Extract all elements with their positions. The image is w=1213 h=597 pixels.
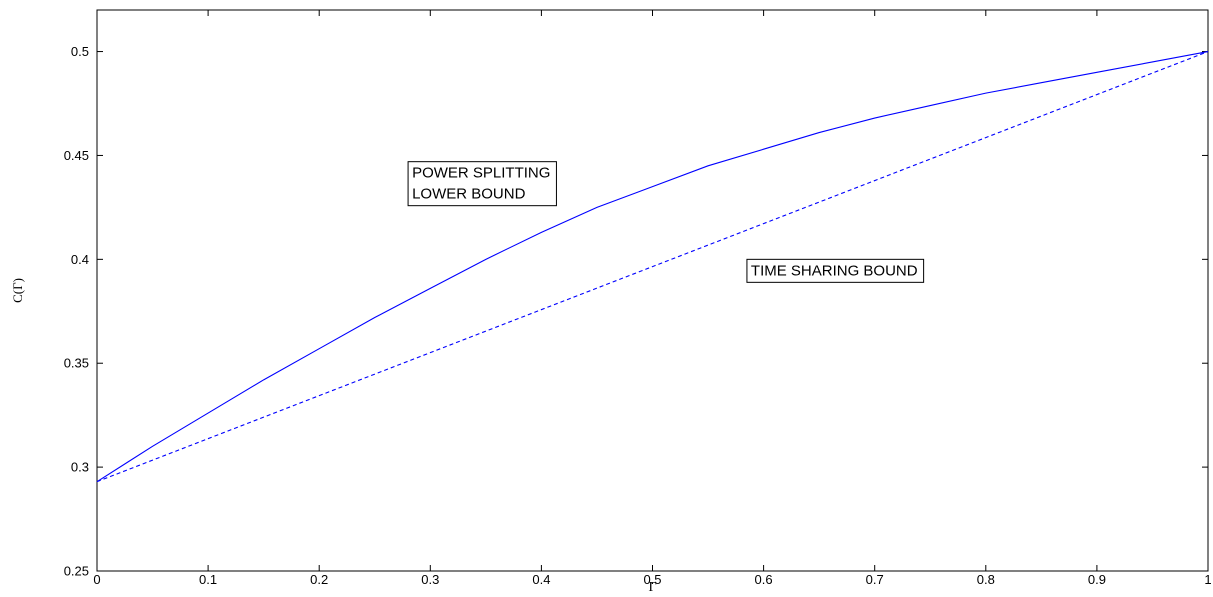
x-tick-label: 0.7	[866, 572, 884, 587]
y-axis: 0.25 0.3 0.35 0.4 0.45 0.5	[64, 44, 1208, 579]
x-tick-label: 0.6	[755, 572, 773, 587]
y-tick-label: 0.35	[64, 356, 89, 371]
x-tick-label: 0.3	[421, 572, 439, 587]
annotations: POWER SPLITTING LOWER BOUND TIME SHARING B…	[407, 161, 925, 283]
y-tick-label: 0.4	[71, 252, 89, 267]
x-axis-label: Γ	[648, 580, 656, 592]
x-tick-label: 1	[1204, 572, 1211, 587]
y-tick-label: 0.45	[64, 148, 89, 163]
x-tick-label: 0.5	[643, 572, 661, 587]
series-layer	[96, 51, 1209, 483]
annotation-frame	[407, 161, 557, 207]
x-axis: 0 0.1 0.2 0.3 0.4 0.5 0.6 0.7 0.8 0.9 1	[93, 10, 1212, 587]
y-tick-label: 0.25	[64, 564, 89, 579]
annotation-box: POWER SPLITTING LOWER BOUND	[407, 161, 557, 207]
x-tick-label: 0	[93, 572, 100, 587]
x-tick-label: 0.2	[310, 572, 328, 587]
annotation-box: TIME SHARING BOUND	[746, 258, 925, 283]
y-tick-label: 0.5	[71, 44, 89, 59]
x-tick-label: 0.1	[199, 572, 217, 587]
annotation-frame	[746, 258, 925, 283]
annotation-text: POWER SPLITTING	[412, 165, 550, 182]
annotation-text: LOWER BOUND	[412, 186, 526, 203]
x-tick-label: 0.4	[532, 572, 550, 587]
y-tick-label: 0.3	[71, 460, 89, 475]
y-axis-label: C(Γ)	[10, 278, 25, 303]
x-tick-label: 0.9	[1088, 572, 1106, 587]
annotation-text: TIME SHARING BOUND	[751, 262, 918, 279]
x-tick-label: 0.8	[977, 572, 995, 587]
time-sharing-bound-line	[96, 51, 1209, 483]
power-splitting-lower-bound-line	[96, 51, 1209, 483]
plot-area	[96, 9, 1209, 572]
